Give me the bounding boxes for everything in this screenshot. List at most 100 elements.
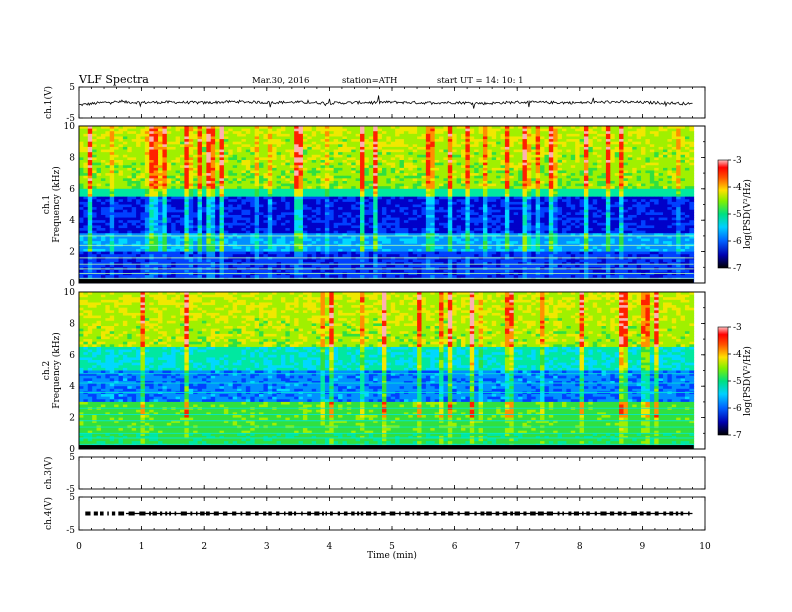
spectrogram-cell [307,162,313,166]
spectrogram-cell [206,209,212,213]
spectrogram-cell [535,160,541,164]
spectrogram-cell [478,165,484,169]
spectrogram-cell [465,146,471,150]
spectrogram-cell [96,183,102,187]
spectrogram-cell [346,141,352,145]
spectrogram-cell [153,152,159,156]
spectrogram-cell [381,194,387,198]
spectrogram-cell [215,209,220,213]
spectrogram-cell [87,186,93,190]
spectrogram-cell [364,186,370,190]
spectrogram-cell [360,167,365,171]
spectrogram-cell [377,126,383,130]
spectrogram-cell [570,131,576,135]
spectrogram-cell [276,126,282,130]
spectrogram-cell [605,183,611,187]
spectrogram-cell [421,175,427,179]
spectrogram-cell [136,173,141,177]
spectrogram-cell [228,139,234,143]
spectrogram-cell [188,183,194,187]
spectrogram-cell [500,141,506,145]
spectrogram-cell [364,131,370,135]
spectrogram-cell [87,154,93,158]
spectrogram-cell [403,204,409,208]
spectrogram-cell [289,152,295,156]
spectrogram-cell [403,183,409,187]
spectrogram-cell [333,146,339,150]
spectrogram-cell [443,160,449,164]
spectrogram-cell [421,162,427,166]
spectrogram-cell [179,175,185,179]
spectrogram-cell [469,133,475,137]
spectrogram-cell [83,144,89,148]
spectrogram-cell [259,146,264,150]
spectrogram-cell [263,188,269,192]
spectrogram-cell [131,152,137,156]
spectrogram-cell [535,186,541,190]
spectrogram-cell [482,149,488,153]
spectrogram-cell [636,167,642,171]
spectrogram-cell [522,167,528,171]
spectrogram-cell [329,157,335,161]
spectrogram-cell [583,196,589,200]
spectrogram-cell [377,191,383,195]
spectrogram-cell [469,144,475,148]
spectrogram-cell [504,180,510,184]
spectrogram-cell [144,183,150,187]
spectrogram-cell [184,165,190,169]
spectrogram-cell [298,157,304,161]
spectrogram-cell [324,180,330,184]
spectrogram-cell [228,154,234,158]
spectrogram-cell [373,209,378,213]
spectrogram-cell [439,154,444,158]
spectrogram-cell [632,152,638,156]
spectrogram-cell [307,144,313,148]
spectrogram-cell [280,139,286,143]
spectrogram-cell [649,146,655,150]
spectrogram-cell [311,162,317,166]
spectrogram-cell [333,131,339,135]
spectrogram-cell [162,162,168,166]
spectrogram-cell [636,126,642,130]
spectrogram-cell [390,212,396,216]
spectrogram-cell [509,209,515,213]
spectrogram-cell [118,152,124,156]
spectrogram-cell [338,188,343,192]
spectrogram-cell [114,126,119,130]
spectrogram-cell [307,186,313,190]
spectrogram-cell [302,209,308,213]
spectrogram-cell [509,186,515,190]
spectrogram-cell [373,188,378,192]
spectrogram-cell [408,165,414,169]
spectrogram-cell [311,173,317,177]
spectrogram-cell [136,128,141,132]
spectrogram-cell [544,144,550,148]
spectrogram-cell [395,194,400,198]
spectrogram-cell [364,188,370,192]
spectrogram-cell [439,196,444,200]
spectrogram-cell [689,149,695,153]
spectrogram-cell [627,165,633,169]
spectrogram-cell [338,201,343,205]
spectrogram-cell [588,207,594,211]
spectrogram-cell [654,154,659,158]
spectrogram-cell [136,170,141,174]
spectrogram-cell [373,146,378,150]
spectrogram-cell [259,183,264,187]
spectrogram-cell [610,154,616,158]
spectrogram-cell [417,154,422,158]
spectrogram-cell [316,157,321,161]
spectrogram-cell [557,162,563,166]
spectrogram-cell [553,139,559,143]
spectrogram-cell [122,180,128,184]
spectrogram-cell [294,209,299,213]
spectrogram-cell [601,204,607,208]
spectrogram-cell [562,180,567,184]
spectrogram-cell [373,175,378,179]
spectrogram-cell [461,162,466,166]
spectrogram-cell [540,141,545,145]
spectrogram-cell [307,165,313,169]
spectrogram-cell [368,165,374,169]
spectrogram-cell [87,160,93,164]
spectrogram-cell [671,128,677,132]
